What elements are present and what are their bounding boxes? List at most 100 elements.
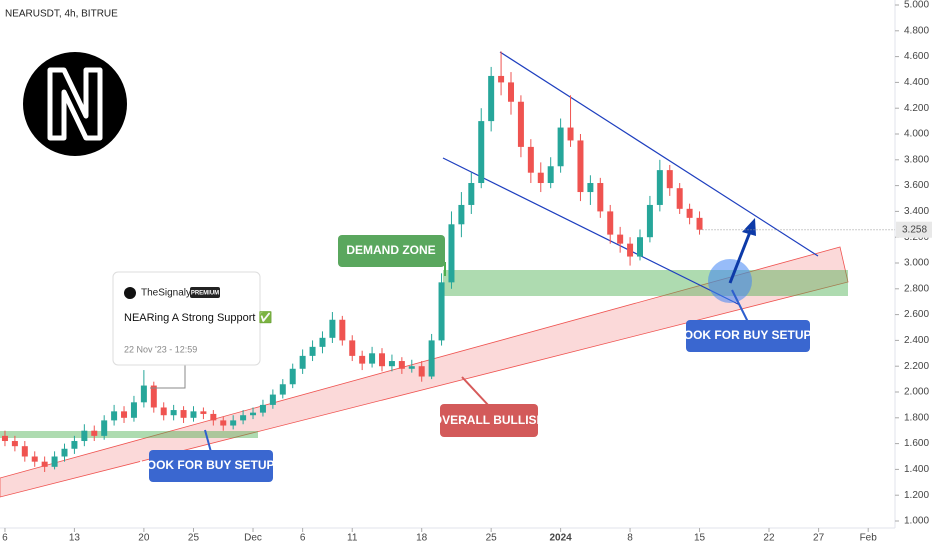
demand-zone (443, 270, 848, 296)
candle-body (160, 407, 167, 416)
candle-body (269, 394, 276, 405)
channel-bottom (442, 157, 741, 306)
candle-body (547, 166, 554, 184)
candle-body (656, 170, 663, 205)
candle-body (627, 243, 634, 257)
candle-body (408, 366, 415, 369)
x-tick-label: 25 (486, 533, 498, 544)
candle-body (686, 208, 693, 218)
y-tick-label: 2.000 (904, 387, 929, 398)
chart-title: NEARUSDT, 4h, BITRUE (5, 9, 118, 20)
x-tick-label: 11 (347, 533, 358, 544)
badge (190, 287, 220, 298)
candle-body (508, 82, 515, 102)
y-tick-label: 2.800 (904, 283, 929, 294)
support-zone (0, 431, 258, 438)
y-tick-label: 3.400 (904, 206, 929, 217)
card-date: 22 Nov '23 - 12:59 (124, 344, 197, 354)
pointer (731, 289, 749, 323)
y-tick-label: 2.400 (904, 335, 929, 346)
candle-body (478, 121, 485, 184)
y-tick-label: 4.000 (904, 129, 929, 140)
buy-label: LOOK FOR BUY SETUPS (676, 328, 819, 342)
candle-body (250, 412, 257, 416)
y-tick-label: 4.600 (904, 51, 929, 62)
candle-body (557, 127, 564, 167)
y-tick-label: 4.800 (904, 25, 929, 36)
x-tick-label: Feb (860, 533, 878, 544)
candle-body (388, 361, 395, 367)
candle-body (200, 411, 207, 414)
candle-body (259, 404, 266, 413)
card-author: TheSignalyst (141, 288, 199, 299)
card-connector (150, 365, 186, 389)
candle-body (488, 75, 495, 122)
bullish-label: OVERALL BULLISH (433, 413, 545, 427)
idea-card (112, 271, 261, 366)
buy-label: LOOK FOR BUY SETUPS (139, 458, 282, 472)
candle-body (11, 441, 18, 447)
candle-body (299, 355, 306, 369)
candle-body (210, 413, 217, 421)
candle-body (91, 430, 98, 436)
candle-body (369, 353, 376, 364)
x-tick-label: 8 (627, 533, 633, 544)
pointer (204, 429, 212, 453)
y-tick-label: 2.200 (904, 361, 929, 372)
channel-top (499, 51, 819, 257)
candle-body (676, 188, 683, 209)
x-tick-label: 27 (813, 533, 825, 544)
candle-body (61, 448, 68, 457)
y-tick-label: 4.400 (904, 77, 929, 88)
x-tick-label: 20 (138, 533, 150, 544)
candle-body (180, 410, 187, 418)
candle-body (41, 461, 48, 467)
candle-body (517, 101, 524, 147)
label-box (686, 320, 810, 352)
candle-body (71, 441, 78, 449)
arrow (728, 231, 752, 284)
candle-body (230, 420, 237, 426)
candle-body (319, 337, 326, 347)
candle-body (666, 170, 673, 189)
y-tick-label: 5.000 (904, 0, 929, 11)
candle-body (398, 361, 405, 369)
y-tick-label: 3.600 (904, 180, 929, 191)
last-price-box (896, 221, 932, 238)
candle-body (448, 224, 455, 283)
candle-body (289, 368, 296, 385)
card-headline: NEARing A Strong Support ✅ (124, 311, 273, 324)
x-tick-label: 15 (694, 533, 706, 544)
candle-body (240, 415, 247, 421)
candle-body (607, 211, 614, 235)
label-box (149, 450, 273, 482)
y-tick-label: 3.000 (904, 258, 929, 269)
y-tick-label: 1.200 (904, 490, 929, 501)
x-tick-label: Dec (244, 533, 262, 544)
candle-body (279, 384, 286, 395)
candle-body (636, 237, 643, 257)
candle-body (567, 127, 574, 141)
arrow-head (742, 218, 756, 236)
y-tick-label: 1.600 (904, 438, 929, 449)
logo (23, 52, 127, 156)
candle-body (220, 420, 227, 426)
candle-body (577, 140, 584, 193)
candle-body (51, 456, 58, 467)
candle-body (130, 402, 137, 418)
candle-body (468, 183, 475, 205)
candle-body (111, 411, 118, 421)
candle-body (587, 183, 594, 193)
last-price-label: 3.258 (902, 224, 927, 235)
candle-body (1, 435, 8, 442)
y-tick-label: 1.800 (904, 412, 929, 423)
x-tick-label: 6 (300, 533, 306, 544)
y-tick-label: 3.800 (904, 154, 929, 165)
x-tick-label: 18 (416, 533, 428, 544)
candle-body (140, 385, 147, 403)
candle-body (696, 217, 703, 230)
candle-body (537, 172, 544, 184)
candle-body (150, 385, 157, 408)
candle-body (438, 282, 445, 341)
